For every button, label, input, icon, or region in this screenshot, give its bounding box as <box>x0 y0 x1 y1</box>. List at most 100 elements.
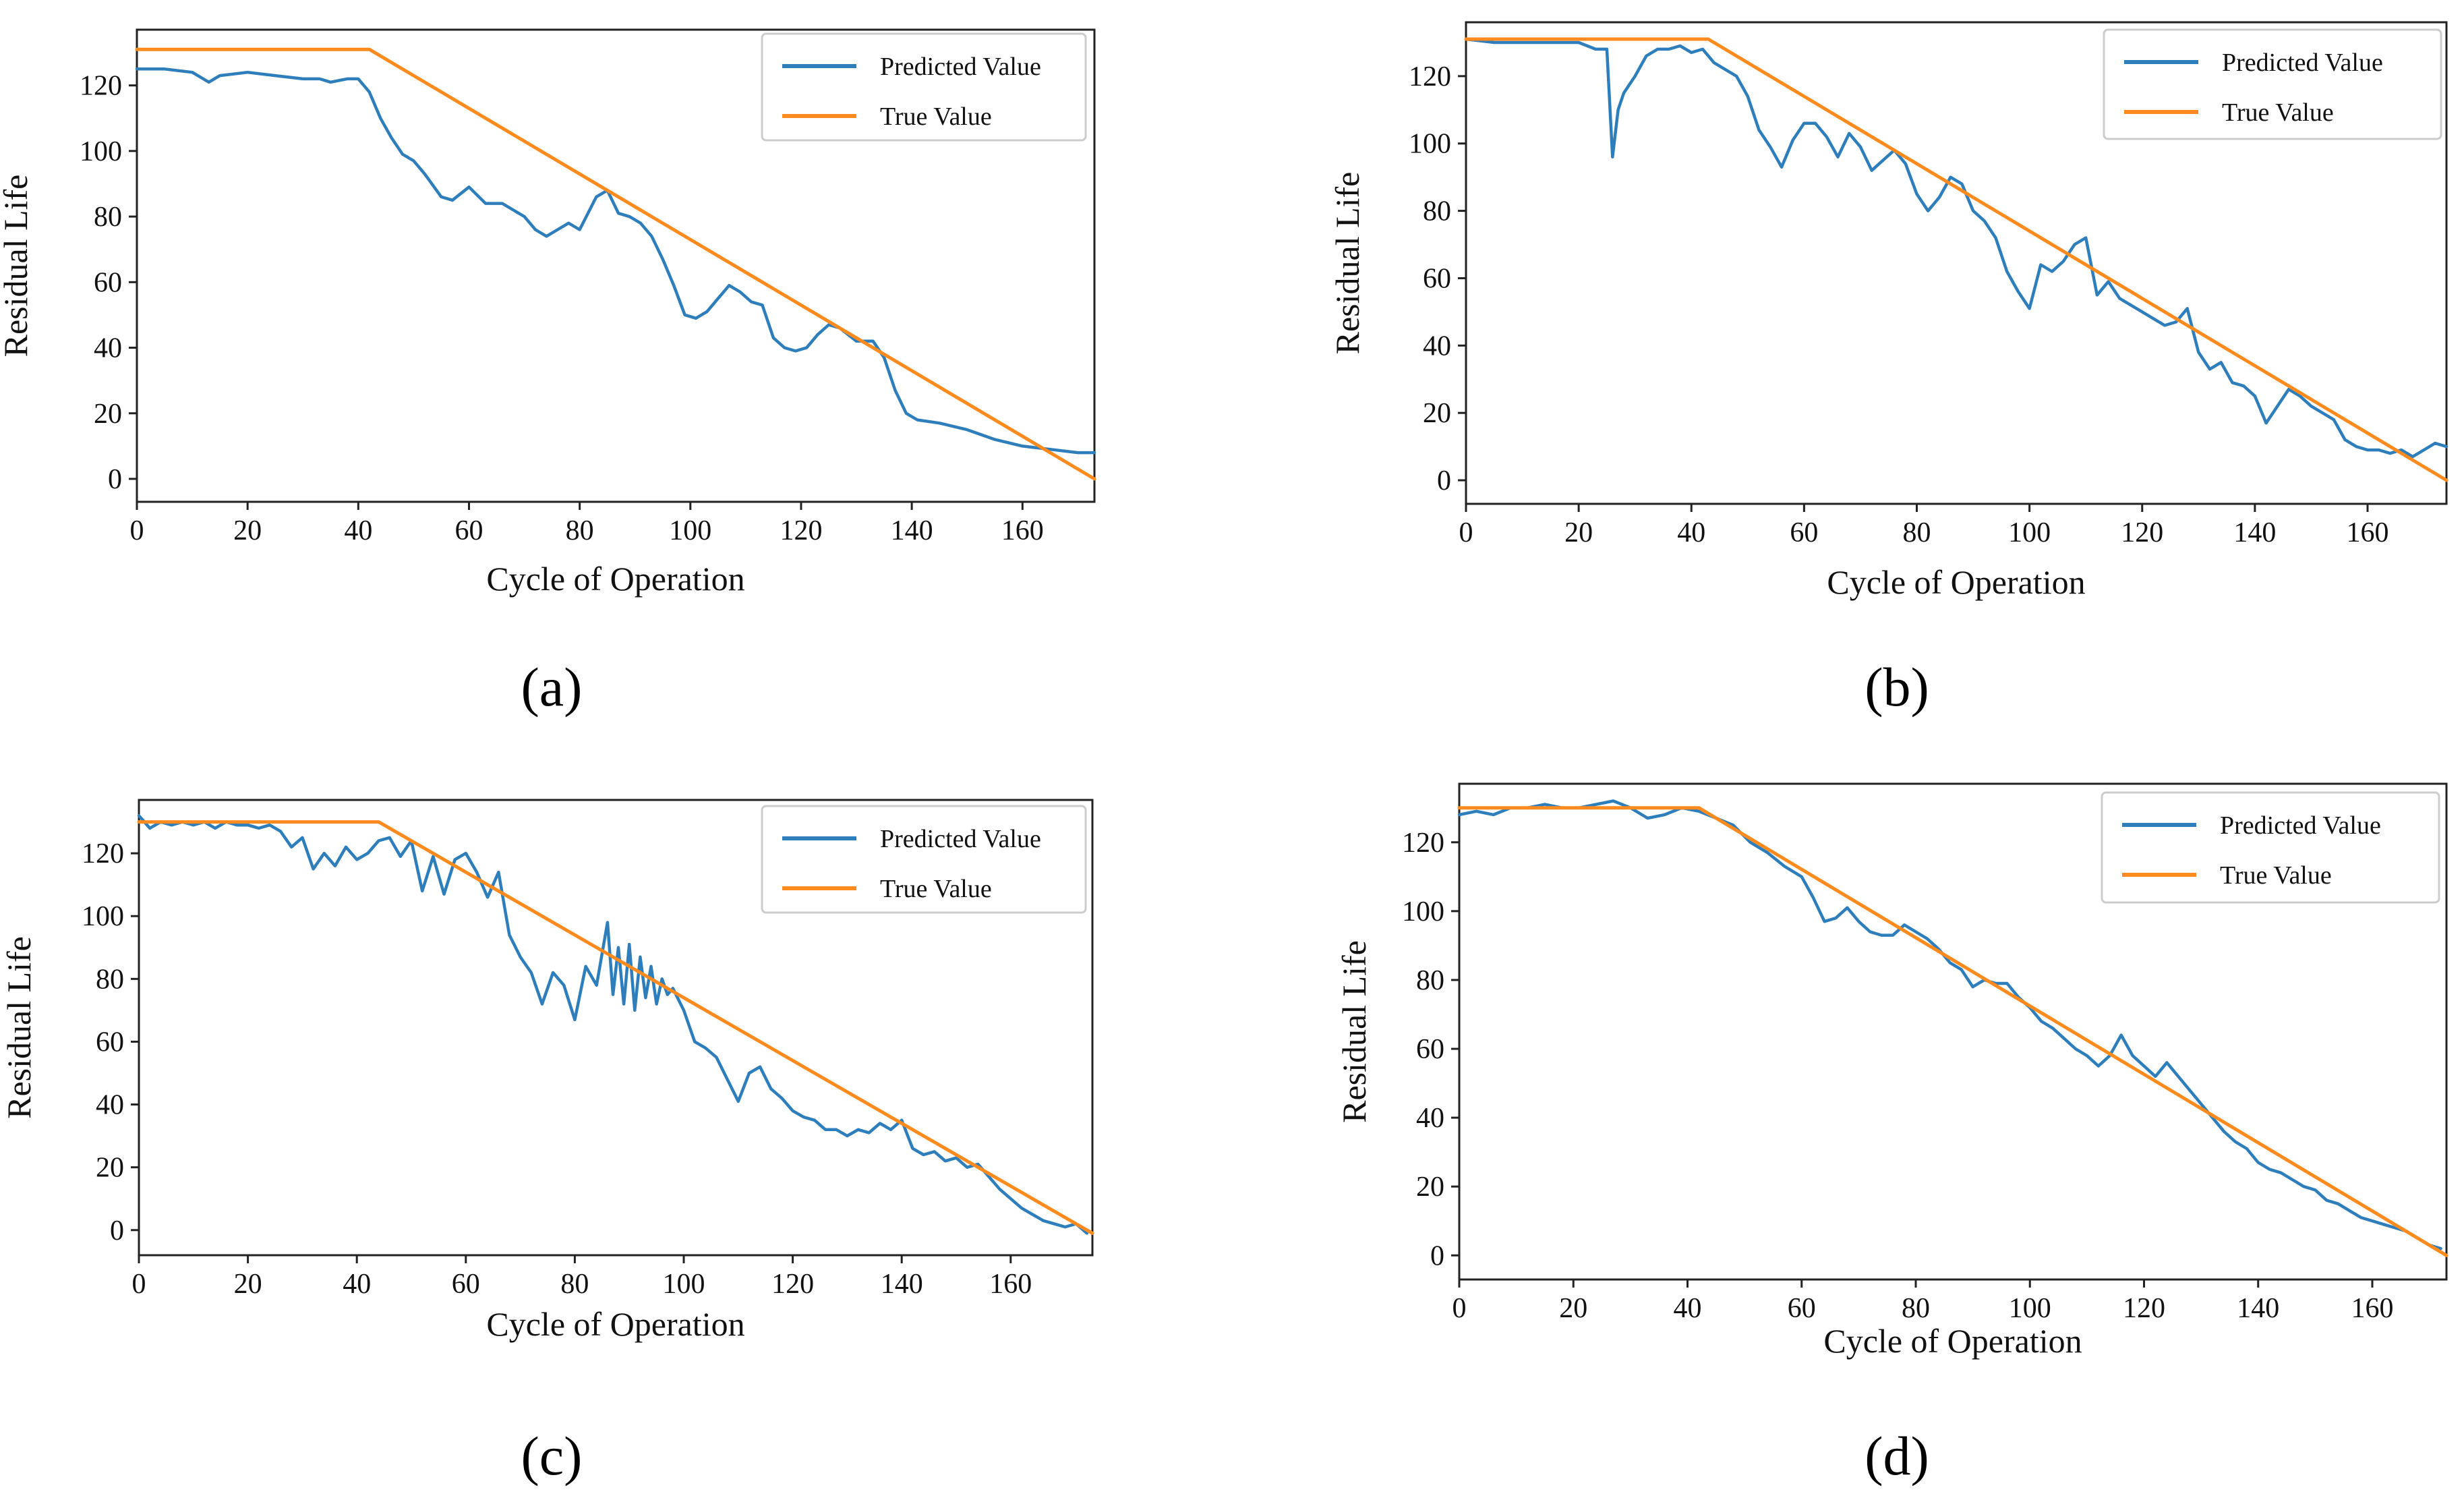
y-tick-label: 20 <box>1416 1172 1444 1203</box>
x-tick-label: 60 <box>1790 517 1818 548</box>
x-tick-label: 160 <box>2351 1293 2393 1324</box>
x-tick-label: 140 <box>891 515 933 546</box>
legend-label-true-value: True Value <box>2222 98 2334 127</box>
x-tick-label: 140 <box>2233 517 2276 548</box>
x-axis-label: Cycle of Operation <box>1827 563 2085 601</box>
legend: Predicted Value True Value <box>2101 791 2440 904</box>
x-tick-label: 100 <box>2009 1293 2051 1324</box>
chart-panel-a: 0 20 40 60 80 100 120 140 160 0 20 40 60 80 100 120 Cycl… <box>0 28 1096 598</box>
panel-label-d: (d) <box>1865 1425 1929 1487</box>
x-tick-label: 40 <box>1677 517 1705 548</box>
y-axis-label: Residual Life <box>0 175 34 357</box>
x-tick-label: 140 <box>2237 1293 2279 1324</box>
y-tick-label: 40 <box>1423 330 1451 362</box>
y-tick-label: 20 <box>96 1153 124 1184</box>
y-tick-label: 120 <box>82 838 124 869</box>
y-tick-label: 80 <box>1423 196 1451 227</box>
y-tick-label: 0 <box>108 464 122 495</box>
x-tick-label: 0 <box>130 515 144 546</box>
x-tick-label: 80 <box>560 1269 589 1300</box>
y-tick-label: 100 <box>1409 129 1451 160</box>
series-line-true-value <box>137 820 1094 1235</box>
legend-label-predicted-value: Predicted Value <box>2222 49 2383 77</box>
legend-box <box>761 805 1087 914</box>
series-line-predicted-value <box>137 814 1089 1235</box>
y-tick-label: 0 <box>1430 1240 1444 1271</box>
y-tick-label: 0 <box>1437 465 1451 496</box>
panel-label-a: (a) <box>521 656 582 718</box>
x-tick-label: 20 <box>233 515 262 546</box>
x-tick-label: 160 <box>1001 515 1044 546</box>
legend: Predicted Value True Value <box>761 805 1087 914</box>
series-line-true-value <box>1464 37 2448 482</box>
plot-frame <box>1458 782 2448 1281</box>
x-tick-label: 120 <box>771 1269 814 1300</box>
x-tick-label: 60 <box>1788 1293 1816 1324</box>
y-tick-label: 100 <box>1402 896 1444 927</box>
x-tick-label: 80 <box>566 515 594 546</box>
legend: Predicted Value True Value <box>2103 28 2442 140</box>
panel-label-c: (c) <box>521 1425 582 1487</box>
series-line-predicted-value <box>1457 799 2442 1250</box>
legend: Predicted Value True Value <box>761 32 1087 142</box>
legend-label-true-value: True Value <box>880 103 992 131</box>
y-tick-label: 20 <box>1423 398 1451 429</box>
y-tick-label: 120 <box>1409 61 1451 92</box>
chart-panel-c: 0 20 40 60 80 100 120 140 160 0 20 40 60 80 100 120 Cycl… <box>0 799 1094 1343</box>
y-tick-label: 20 <box>94 399 122 430</box>
x-tick-label: 40 <box>344 515 372 546</box>
plot-frame <box>136 28 1096 503</box>
legend-label-true-value: True Value <box>880 875 992 903</box>
series-line-predicted-value <box>1464 37 2448 459</box>
series-line-predicted-value <box>135 67 1096 455</box>
y-tick-label: 40 <box>96 1090 124 1121</box>
y-tick-label: 80 <box>94 202 122 233</box>
x-tick-label: 120 <box>2121 517 2163 548</box>
x-tick-label: 140 <box>881 1269 923 1300</box>
y-tick-label: 80 <box>1416 965 1444 996</box>
legend-box <box>761 32 1087 142</box>
y-tick-label: 120 <box>80 71 122 102</box>
legend-label-predicted-value: Predicted Value <box>2220 811 2381 840</box>
plot-frame <box>138 799 1094 1257</box>
legend-label-predicted-value: Predicted Value <box>880 53 1041 81</box>
x-tick-label: 100 <box>663 1269 705 1300</box>
chart-panel-d: 0 20 40 60 80 100 120 140 160 0 20 40 60 80 100 120 Cycl… <box>1335 782 2448 1360</box>
x-tick-label: 80 <box>1903 517 1931 548</box>
x-tick-label: 0 <box>1453 1293 1467 1324</box>
legend-label-predicted-value: Predicted Value <box>880 825 1041 853</box>
x-tick-label: 20 <box>1564 517 1593 548</box>
y-tick-label: 60 <box>1416 1034 1444 1065</box>
x-tick-label: 120 <box>2123 1293 2165 1324</box>
y-tick-label: 60 <box>96 1027 124 1058</box>
y-tick-label: 60 <box>1423 263 1451 294</box>
x-axis-label: Cycle of Operation <box>486 560 744 598</box>
y-tick-label: 120 <box>1402 828 1444 859</box>
y-tick-label: 100 <box>82 901 124 932</box>
y-tick-label: 40 <box>1416 1103 1444 1134</box>
x-tick-label: 120 <box>780 515 822 546</box>
plot-frame <box>1465 21 2448 505</box>
x-tick-label: 20 <box>234 1269 262 1300</box>
series-line-true-value <box>135 47 1096 481</box>
x-axis-label: Cycle of Operation <box>486 1305 744 1343</box>
y-tick-label: 100 <box>80 136 122 167</box>
x-axis-label: Cycle of Operation <box>1823 1322 2082 1360</box>
x-tick-label: 0 <box>1459 517 1473 548</box>
chart-panel-b: 0 20 40 60 80 100 120 140 160 0 20 40 60 80 100 120 Cycl… <box>1328 21 2448 601</box>
x-tick-label: 80 <box>1902 1293 1930 1324</box>
y-axis-label: Residual Life <box>1335 940 1373 1123</box>
y-axis-label: Residual Life <box>0 936 38 1119</box>
y-tick-label: 40 <box>94 333 122 364</box>
x-tick-label: 40 <box>1673 1293 1701 1324</box>
x-tick-label: 60 <box>452 1269 480 1300</box>
x-tick-label: 40 <box>343 1269 371 1300</box>
series-line-true-value <box>1457 806 2448 1257</box>
x-tick-label: 0 <box>132 1269 146 1300</box>
x-tick-label: 160 <box>2347 517 2389 548</box>
panel-label-b: (b) <box>1865 656 1929 718</box>
x-tick-label: 60 <box>454 515 483 546</box>
x-tick-label: 160 <box>989 1269 1032 1300</box>
y-tick-label: 60 <box>94 267 122 298</box>
